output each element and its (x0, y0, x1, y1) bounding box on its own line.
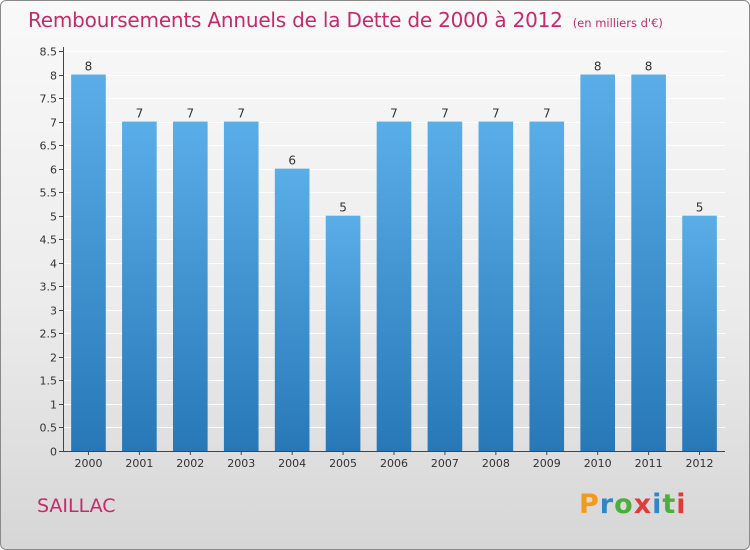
bar (580, 74, 616, 451)
bars (71, 74, 717, 452)
bar (376, 121, 412, 452)
logo-letter: i (652, 489, 663, 520)
bar (172, 121, 208, 452)
logo-letter: r (599, 489, 615, 520)
y-tick-label: 3 (50, 305, 57, 318)
bar-value-label: 8 (85, 60, 93, 74)
chart-title: Remboursements Annuels de la Dette de 20… (28, 8, 663, 32)
y-tick-label: 7 (50, 117, 57, 130)
x-tick-label: 2003 (227, 457, 255, 470)
bar (122, 121, 157, 452)
bar-value-label: 7 (441, 107, 449, 121)
bar-value-label: 8 (594, 60, 602, 74)
bar-value-label: 7 (492, 107, 500, 121)
bar-value-label: 7 (136, 107, 144, 121)
bar (274, 168, 310, 451)
x-tick-label: 2000 (74, 457, 102, 470)
y-tick-label: 2 (50, 352, 57, 365)
bar-value-label: 5 (339, 201, 347, 215)
bar-value-label: 7 (237, 107, 245, 121)
bar (682, 215, 717, 451)
x-tick-label: 2009 (533, 457, 561, 470)
y-tick-label: 5 (50, 211, 57, 224)
axes (59, 47, 725, 455)
bar-value-label: 7 (543, 107, 551, 121)
y-tick-label: 0 (50, 446, 57, 459)
y-tick-label: 3.5 (40, 281, 58, 294)
bar-value-label: 8 (645, 60, 653, 74)
bar (325, 215, 361, 451)
logo-letter: x (633, 489, 653, 520)
logo-letter: t (662, 489, 677, 520)
x-tick-label: 2006 (380, 457, 408, 470)
y-tick-label: 7.5 (40, 93, 58, 106)
y-tick-label: 5.5 (40, 187, 58, 200)
proxiti-logo: Proxiti (579, 489, 687, 520)
bar-value-label: 7 (390, 107, 398, 121)
bar (631, 74, 666, 451)
y-tick-label: 8.5 (40, 46, 58, 59)
y-tick-label: 2.5 (40, 328, 58, 341)
x-tick-label: 2001 (125, 457, 153, 470)
bar (71, 74, 106, 451)
x-tick-label: 2004 (278, 457, 306, 470)
y-tick-label: 1.5 (40, 375, 58, 388)
y-tick-label: 0.5 (40, 422, 58, 435)
y-tick-label: 6 (50, 164, 57, 177)
bar (478, 121, 514, 452)
bar (223, 121, 259, 452)
bar-value-label: 5 (696, 201, 704, 215)
chart-subtitle: (en milliers d'€) (572, 16, 663, 30)
x-tick-label: 2010 (584, 457, 612, 470)
y-tick-label: 1 (50, 399, 57, 412)
bar-value-label: 7 (186, 107, 194, 121)
bar-value-label: 6 (288, 154, 296, 168)
x-tick-label: 2012 (686, 457, 714, 470)
bar (427, 121, 463, 452)
y-tick-label: 6.5 (40, 140, 58, 153)
logo-letter: i (676, 489, 687, 520)
x-tick-label: 2011 (635, 457, 663, 470)
x-tick-label: 2008 (482, 457, 510, 470)
bar (529, 121, 565, 452)
y-tick-label: 8 (50, 70, 57, 83)
chart-title-text: Remboursements Annuels de la Dette de 20… (28, 8, 563, 32)
labels: 0 0.5 1 1.5 2 2.5 3 3.5 4 4.5 5 5.5 6 6.5 7 7.5 8 8.5 8 200… (40, 46, 714, 471)
y-tick-label: 4 (50, 258, 57, 271)
logo-letter: o (614, 489, 634, 520)
commune-name: SAILLAC (37, 495, 116, 517)
y-tick-label: 4.5 (40, 234, 58, 247)
x-tick-label: 2005 (329, 457, 357, 470)
x-tick-label: 2002 (176, 457, 204, 470)
x-tick-label: 2007 (431, 457, 459, 470)
logo-letter: P (579, 489, 600, 520)
